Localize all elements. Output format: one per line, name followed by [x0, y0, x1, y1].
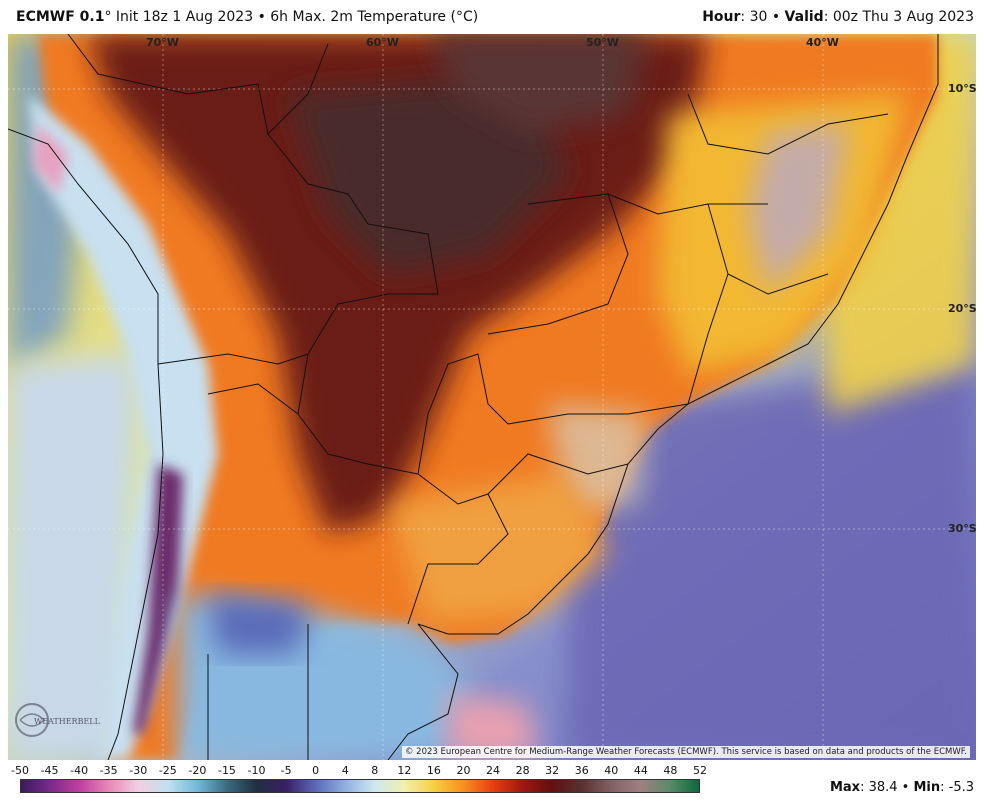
copyright-notice: © 2023 European Centre for Medium-Range …: [401, 746, 970, 758]
valid-value: : 00z Thu 3 Aug 2023: [823, 9, 974, 25]
valid-time: Hour: 30 • Valid: 00z Thu 3 Aug 2023: [702, 9, 974, 25]
lon-label: 50°W: [586, 36, 619, 49]
color-legend: -50 -45 -40 -35 -30 -25 -20 -15 -10 -5 0 4 8 12 16 20 24…: [8, 762, 728, 804]
lon-label: 40°W: [806, 36, 839, 49]
legend-tick: -50: [11, 764, 29, 777]
legend-tick: 40: [604, 764, 619, 777]
legend-tick: -5: [280, 764, 292, 777]
legend-tick: 28: [515, 764, 530, 777]
legend-tick: 24: [486, 764, 501, 777]
country-borders: [8, 34, 939, 760]
lat-label: 20°S: [948, 302, 976, 315]
title-bar: ECMWF 0.1° Init 18z 1 Aug 2023 • 6h Max.…: [0, 0, 984, 34]
graticule: [8, 34, 976, 760]
lat-label: 10°S: [948, 82, 976, 95]
valid-label: Valid: [784, 9, 824, 25]
legend-tick: 32: [545, 764, 560, 777]
legend-tick: -15: [217, 764, 236, 777]
legend-tick: 52: [693, 764, 707, 777]
lat-label: 30°S: [948, 522, 976, 535]
legend-tick: -25: [158, 764, 177, 777]
legend-tick: -45: [40, 764, 59, 777]
max-value: : 38.4 •: [860, 780, 914, 795]
legend-tick: 16: [426, 764, 441, 777]
max-label: Max: [829, 780, 861, 795]
title-text: ° Init 18z 1 Aug 2023 • 6h Max. 2m Tempe…: [104, 9, 479, 25]
legend-tick: 12: [397, 764, 412, 777]
legend-tick: -20: [188, 764, 207, 777]
legend-colorbar: [20, 779, 700, 793]
max-min-readout: Max: 38.4 • Min: -5.3: [830, 780, 974, 795]
legend-tick: 44: [633, 764, 648, 777]
lon-label: 70°W: [146, 36, 179, 49]
min-label: Min: [913, 780, 941, 795]
legend-tick: 48: [663, 764, 678, 777]
map-canvas: [8, 34, 976, 760]
legend-tick: -30: [129, 764, 148, 777]
legend-tick: 8: [371, 764, 379, 777]
legend-tick: -35: [99, 764, 118, 777]
lon-label: 60°W: [366, 36, 399, 49]
min-value: : -5.3: [940, 780, 974, 795]
legend-tick: 0: [312, 764, 320, 777]
legend-tick: 20: [456, 764, 471, 777]
legend-tick: -40: [70, 764, 89, 777]
map-title: ECMWF 0.1° Init 18z 1 Aug 2023 • 6h Max.…: [16, 9, 478, 25]
legend-tick: -10: [247, 764, 266, 777]
model-name: ECMWF 0.1: [16, 9, 105, 25]
hour-label: Hour: [702, 9, 741, 25]
svg-text:WEATHERBELL: WEATHERBELL: [34, 717, 101, 726]
legend-tick: 4: [341, 764, 349, 777]
weatherbell-logo: WEATHERBELL: [14, 698, 114, 742]
temperature-map[interactable]: 70°W 60°W 50°W 40°W 10°S 20°S 30°S WEATH…: [8, 34, 976, 760]
hour-value: : 30 •: [740, 9, 785, 25]
legend-tick: 36: [574, 764, 589, 777]
legend-ticks: -50 -45 -40 -35 -30 -25 -20 -15 -10 -5 0 4 8 12 16 20 24…: [8, 764, 728, 778]
